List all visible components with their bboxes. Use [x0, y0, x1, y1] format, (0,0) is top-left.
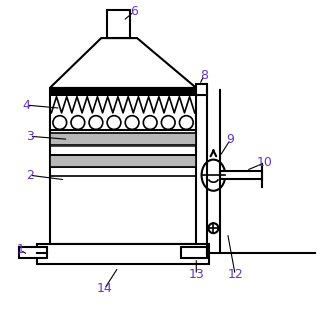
Bar — [50, 133, 196, 145]
Circle shape — [107, 116, 121, 129]
Text: 3: 3 — [26, 130, 33, 143]
Text: 2: 2 — [26, 169, 33, 182]
Circle shape — [89, 116, 103, 129]
Ellipse shape — [202, 160, 225, 191]
Circle shape — [53, 116, 67, 129]
Circle shape — [71, 116, 85, 129]
Text: 6: 6 — [130, 5, 138, 18]
Circle shape — [208, 223, 218, 233]
Text: 4: 4 — [22, 99, 30, 111]
Text: 14: 14 — [97, 282, 112, 295]
Text: 10: 10 — [257, 156, 273, 169]
Circle shape — [161, 116, 175, 129]
Bar — [19, 248, 47, 258]
Bar — [50, 155, 196, 167]
Text: 9: 9 — [226, 133, 235, 146]
Circle shape — [179, 116, 193, 129]
Bar — [50, 88, 196, 96]
Bar — [220, 171, 262, 179]
Bar — [37, 244, 209, 264]
Text: 12: 12 — [227, 269, 243, 281]
Bar — [50, 88, 196, 244]
Text: 13: 13 — [188, 269, 204, 281]
Text: 1: 1 — [16, 244, 24, 256]
Bar — [107, 10, 130, 38]
Text: 8: 8 — [200, 69, 208, 82]
Bar — [196, 84, 207, 95]
Circle shape — [143, 116, 157, 129]
Bar — [181, 248, 207, 258]
Circle shape — [125, 116, 139, 129]
Polygon shape — [50, 38, 196, 88]
